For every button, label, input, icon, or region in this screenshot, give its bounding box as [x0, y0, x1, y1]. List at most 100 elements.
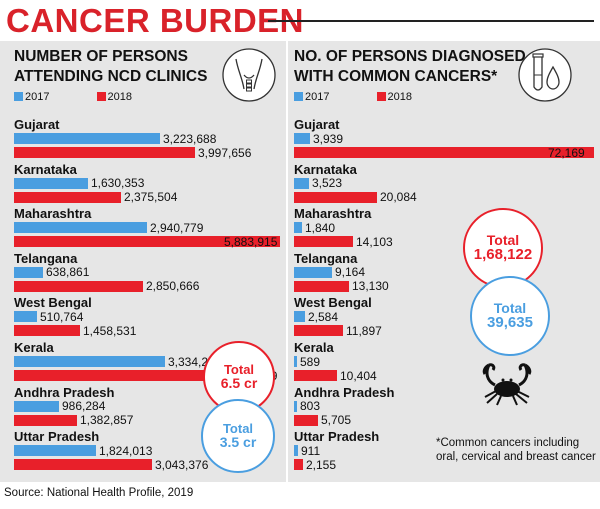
ncd-chart-title: NUMBER OF PERSONS ATTENDING NCD CLINICS [14, 47, 207, 87]
cancer-bar-2017 [294, 177, 309, 189]
footnote: *Common cancers including oral, cervical… [436, 437, 596, 463]
cancer-chart-title-line-2: WITH COMMON CANCERS* [294, 68, 498, 85]
ncd-bar-2018 [14, 280, 143, 292]
cancer-total-value: 39,635 [487, 314, 533, 332]
cancer-category-label: Uttar Pradesh [294, 429, 380, 445]
ncd-value-label-2018: 1,458,531 [83, 323, 137, 338]
cancer-category-label: West Bengal [294, 295, 372, 311]
cancer-value-label-2017: 3,939 [313, 131, 344, 146]
cancer-value-label-2018: 14,103 [356, 234, 393, 249]
cancer-chart-title-line-1: NO. OF PERSONS DIAGNOSED [294, 48, 526, 65]
legend-swatch-2017 [14, 92, 23, 101]
ncd-value-label-2017: 3,223,688 [163, 131, 217, 146]
ncd-value-label-2018: 5,883,915 [224, 234, 278, 249]
ncd-value-label-2018: 2,375,504 [124, 190, 178, 205]
ncd-value-label-2017: 510,764 [40, 309, 84, 324]
ncd-bar-2017 [14, 266, 43, 278]
ncd-category-label: Maharashtra [14, 206, 92, 222]
cancer-value-label-2018: 2,155 [306, 457, 337, 472]
legend-2018: 2018 [96, 91, 133, 103]
ncd-bar-2018 [14, 147, 195, 158]
legend-swatch-2018-right [376, 92, 386, 101]
legend-label-2018: 2018 [107, 91, 133, 103]
cancer-value-label-2018: 20,084 [380, 190, 417, 205]
cancer-bar-2017 [294, 356, 297, 367]
cancer-value-label-2017: 2,584 [308, 309, 339, 324]
ncd-category-label: West Bengal [14, 295, 92, 311]
cancer-value-label-2018: 5,705 [321, 413, 352, 428]
ncd-value-label-2018: 2,850,666 [146, 279, 200, 294]
cancer-category-label: Kerala [294, 340, 334, 355]
ncd-bar-2017 [14, 400, 59, 412]
ncd-value-label-2018: 3,043,376 [155, 457, 209, 472]
ncd-bar-2018 [14, 236, 280, 248]
cancer-value-label-2017: 1,840 [305, 220, 336, 235]
ncd-bar-2017 [14, 222, 147, 234]
ncd-bar-2018 [14, 459, 152, 471]
ncd-value-label-2017: 1,630,353 [91, 176, 145, 191]
cancer-value-label-2018: 72,169 [548, 145, 585, 160]
cancer-bar-2018 [294, 191, 377, 203]
ncd-clinics-panel: NUMBER OF PERSONS ATTENDING NCD CLINICS … [0, 41, 286, 482]
cancer-legend: 2017 2018 [294, 91, 412, 103]
cancer-value-label-2017: 803 [300, 399, 321, 414]
cancer-value-label-2017: 589 [300, 354, 321, 369]
cancer-value-label-2017: 9,164 [335, 265, 366, 280]
cancer-total-value: 1,68,122 [473, 246, 533, 264]
ncd-category-label: Uttar Pradesh [14, 429, 100, 445]
ncd-value-label-2017: 2,940,779 [150, 220, 204, 235]
crab-icon [482, 363, 532, 406]
cancer-category-label: Telangana [294, 250, 358, 266]
ncd-bar-2018 [14, 325, 80, 337]
legend-label-2017-right: 2017 [305, 91, 330, 103]
ncd-chart-title-line-2: ATTENDING NCD CLINICS [14, 68, 208, 85]
cancer-diagnosis-panel: NO. OF PERSONS DIAGNOSED WITH COMMON CAN… [288, 41, 600, 482]
ncd-category-label: Telangana [14, 250, 78, 266]
ncd-category-label: Karnataka [14, 161, 77, 177]
ncd-bar-2017 [14, 445, 96, 457]
ncd-legend: 2017 2018 [14, 91, 132, 103]
ncd-value-label-2017: 986,284 [62, 399, 106, 414]
ncd-value-label-2017: 638,861 [46, 265, 90, 280]
legend-label-2018-right: 2018 [387, 91, 413, 103]
title-rule [268, 20, 594, 22]
ncd-total-label: Total [222, 420, 254, 436]
cancer-total-2017-badge: Total 39,635 [470, 276, 550, 356]
cancer-bar-2018 [294, 459, 303, 471]
cancer-value-label-2017: 3,523 [312, 176, 343, 191]
cancer-bar-2018 [294, 147, 594, 158]
ncd-category-label: Kerala [14, 340, 54, 355]
ncd-bar-2018 [14, 191, 121, 203]
legend-label-2017: 2017 [25, 91, 50, 103]
cancer-total-label: Total [493, 299, 527, 316]
ncd-category-label: Andhra Pradesh [14, 384, 115, 400]
cancer-category-label: Maharashtra [294, 206, 372, 222]
cancer-category-label: Gujarat [294, 117, 340, 132]
cancer-bar-2017 [294, 445, 298, 457]
legend-swatch-2017-right [294, 92, 303, 101]
legend-swatch-2018 [96, 92, 106, 101]
ncd-bar-2018 [14, 414, 77, 426]
cancer-bar-2018 [294, 325, 343, 337]
ncd-bar-2017 [14, 356, 165, 367]
cancer-category-label: Andhra Pradesh [294, 384, 395, 400]
ncd-value-label-2018: 1,382,857 [80, 413, 134, 428]
cancer-value-label-2018: 10,404 [340, 368, 377, 383]
ncd-value-label-2018: 3,997,656 [198, 145, 252, 160]
cancer-bar-2018 [294, 370, 337, 381]
cancer-category-label: Karnataka [294, 161, 357, 177]
ncd-total-label: Total [223, 361, 255, 377]
source-note: Source: National Health Profile, 2019 [4, 487, 194, 499]
throat-icon [222, 48, 276, 102]
ncd-category-label: Gujarat [14, 117, 60, 132]
ncd-total-value: 6.5 cr [220, 375, 258, 392]
cancer-value-label-2017: 911 [301, 443, 321, 458]
cancer-total-label: Total [486, 231, 520, 248]
test-tube-icon [518, 48, 572, 102]
ncd-bar-2017 [14, 133, 160, 144]
cancer-bar-2017 [294, 222, 302, 234]
ncd-bar-2018 [14, 370, 229, 381]
cancer-bar-2017 [294, 266, 332, 278]
cancer-bar-2018 [294, 280, 349, 292]
ncd-total-value: 3.5 cr [219, 434, 257, 451]
